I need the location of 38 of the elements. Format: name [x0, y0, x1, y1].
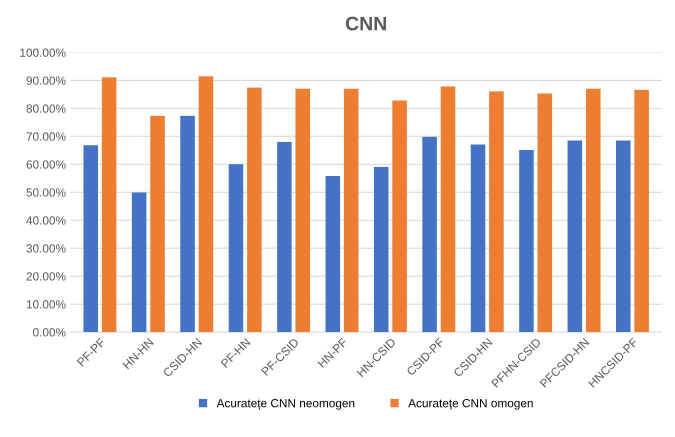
y-tick-label: 20.00%: [26, 272, 66, 281]
bar: [634, 90, 649, 332]
bar: [132, 192, 146, 332]
bar: [392, 100, 407, 332]
legend-label: Acuratețe CNN omogen: [408, 398, 533, 410]
y-tick-label: 60.00%: [26, 160, 66, 169]
y-tick-label: 10.00%: [26, 300, 66, 309]
y-tick-label: 30.00%: [26, 244, 66, 253]
bar: [519, 150, 534, 332]
bar: [180, 116, 195, 332]
bar: [83, 145, 98, 332]
bar: [489, 91, 504, 332]
y-tick-label: 70.00%: [26, 132, 66, 141]
bar: [374, 166, 388, 332]
y-tick-label: 50.00%: [26, 188, 66, 197]
y-tick-label: 0.00%: [33, 328, 66, 337]
bar: [538, 94, 552, 332]
y-tick-label: 80.00%: [26, 104, 66, 113]
y-tick-label: 40.00%: [26, 216, 66, 225]
legend-label: Acuratețe CNN neomogen: [216, 398, 354, 410]
bar: [150, 116, 165, 332]
y-tick-label: 100.00%: [20, 48, 66, 57]
bar: [228, 164, 244, 332]
bar: [326, 176, 340, 332]
bar: [470, 144, 486, 332]
bar: [422, 136, 437, 332]
bar: [440, 86, 456, 332]
y-tick-label: 90.00%: [26, 76, 66, 85]
chart-title: CNN: [346, 16, 386, 30]
bar: [616, 140, 631, 332]
bar: [568, 140, 582, 332]
bar: [586, 88, 600, 332]
bar: [296, 88, 310, 332]
bar: [102, 77, 116, 332]
bar: [247, 88, 262, 332]
bar: [198, 76, 214, 332]
bar: [344, 88, 358, 332]
bar: [277, 142, 292, 332]
